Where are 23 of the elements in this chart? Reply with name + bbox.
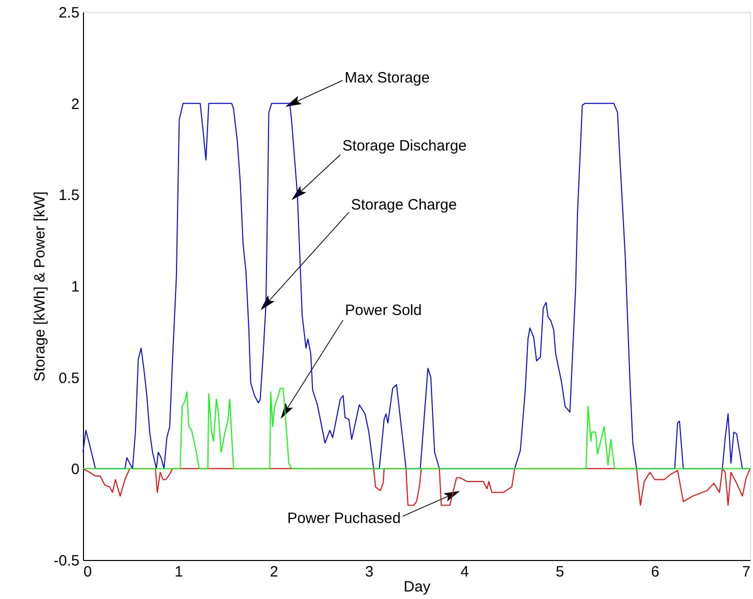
annotation: Power Sold xyxy=(345,302,422,320)
y-tick-label: -0.5 xyxy=(54,552,80,570)
annotation: Storage Charge xyxy=(350,196,457,214)
annotation: Max Storage xyxy=(344,69,430,86)
x-tick-label: 7 xyxy=(742,564,750,580)
y-tick-label: 2 xyxy=(71,96,80,113)
x-tick-label: 1 xyxy=(174,564,183,580)
x-tick-label: 4 xyxy=(460,564,469,580)
x-tick-label: 5 xyxy=(556,564,564,580)
x-axis-title: Day xyxy=(404,578,431,596)
x-tick-label: 2 xyxy=(270,564,278,580)
line-series xyxy=(82,388,750,470)
annotation: Storage Discharge xyxy=(342,138,467,155)
x-tick-label: 6 xyxy=(651,564,660,580)
y-tick-label: 1.5 xyxy=(58,187,80,204)
y-tick-label: 1 xyxy=(71,278,80,296)
y-tick-label: 2.5 xyxy=(58,4,80,22)
annotation: Power Puchased xyxy=(287,510,401,528)
y-axis-title: Storage [kWh] & Power [kW] xyxy=(32,191,49,382)
y-tick-label: 0.5 xyxy=(58,370,80,387)
x-tick-label: 3 xyxy=(365,564,374,580)
y-tick-label: 0 xyxy=(71,461,80,478)
x-tick-label: 0 xyxy=(84,564,92,580)
